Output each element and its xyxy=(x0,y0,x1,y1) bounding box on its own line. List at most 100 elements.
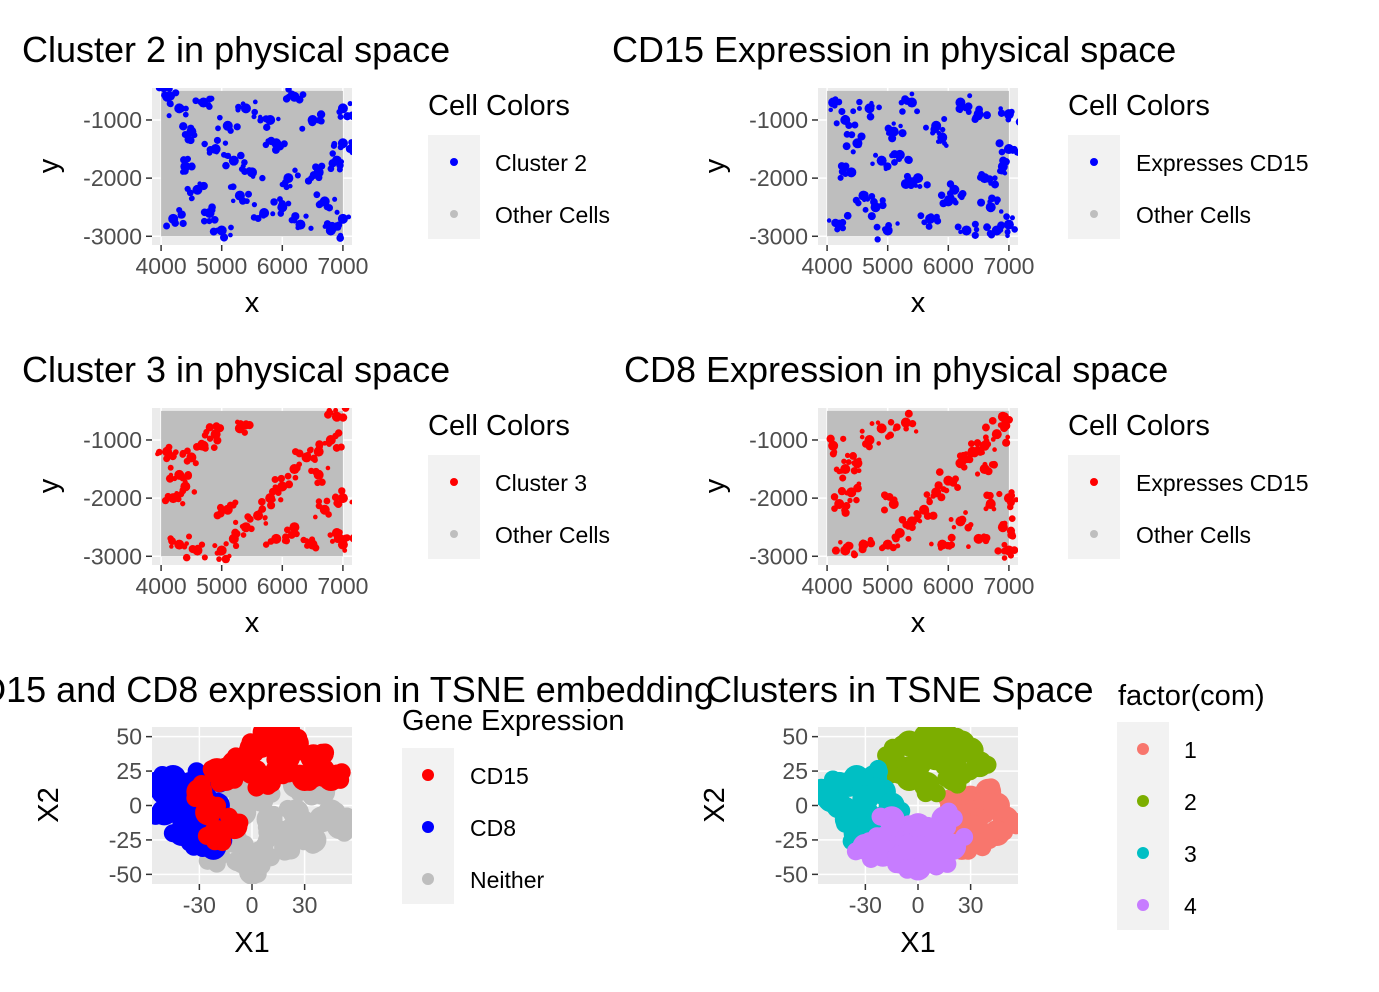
series-1-point-25-cell-2 xyxy=(877,423,884,431)
series-2-point-13-cell-2 xyxy=(856,788,875,807)
series-1-point-13-cell-1 xyxy=(949,478,958,487)
series-1-point-21-cell-4 xyxy=(318,162,326,170)
series-1-point-11-cell-2 xyxy=(954,766,973,785)
legend: Cell Colors Expresses CD15 Other Cells xyxy=(1068,410,1309,559)
series-1-point-19-cell-1 xyxy=(923,124,929,131)
series-1-point-13-cell-4 xyxy=(316,200,325,208)
series-1-point-28-cell-4 xyxy=(986,229,994,238)
chart-title: Clusters in TSNE Space xyxy=(706,669,1094,710)
legend-key-1 xyxy=(1137,795,1149,807)
series-1-point-2-cell-3 xyxy=(841,508,850,517)
series-1-point-2-cell-4 xyxy=(842,502,851,510)
series-1-point-10-cell-2 xyxy=(232,519,239,526)
series-1-point-1-cell-4 xyxy=(851,121,859,129)
series-1-point-18-cell-3 xyxy=(986,491,994,500)
series-1-point-16-cell-3 xyxy=(310,454,318,463)
series-1-point-9-cell-2 xyxy=(223,541,229,547)
x-tick-label-0: 4000 xyxy=(136,253,187,279)
series-1-point-17-cell-0 xyxy=(1005,434,1011,440)
y-tick-label-0: -1000 xyxy=(749,427,808,453)
series-3-point-9-cell-2 xyxy=(872,836,891,855)
series-1-point-23-cell-3 xyxy=(349,148,352,156)
series-1-point-15-cell-4 xyxy=(963,451,969,456)
series-3-point-5-cell-1 xyxy=(955,827,974,846)
x-axis-label: x xyxy=(911,607,926,639)
series-1-point-21-cell-4 xyxy=(334,500,343,509)
series-1-point-14-cell-5 xyxy=(998,166,1006,175)
legend-label-0: Expresses CD15 xyxy=(1136,470,1309,496)
series-1-point-24-cell-4 xyxy=(1015,118,1018,126)
x-tick-label-1: 0 xyxy=(912,892,925,918)
series-1-point-8-cell-2 xyxy=(927,213,935,221)
series-1-point-26-cell-4 xyxy=(222,161,230,170)
series-1-point-2-cell-0 xyxy=(187,124,195,132)
series-1-point-1-cell-3 xyxy=(166,113,172,119)
series-1-point-7-cell-3 xyxy=(915,174,924,183)
series-1-point-3-cell-4 xyxy=(192,460,199,467)
series-1-point-1-cell-3 xyxy=(850,467,859,475)
series-1-point-11-cell-3 xyxy=(291,212,300,221)
series-1-point-0-cell-5 xyxy=(155,88,164,92)
series-1-point-15-cell-4 xyxy=(177,210,186,219)
series-1-point-22-cell-1 xyxy=(1004,228,1011,236)
series-1-point-24-cell-3 xyxy=(292,523,298,529)
series-1-point-28-cell-5 xyxy=(1005,233,1010,239)
series-1-point-18-cell-1 xyxy=(899,108,906,115)
series-1-point-21-cell-1 xyxy=(985,175,994,184)
series-1-point-2-cell-3 xyxy=(191,132,198,139)
legend-key-1 xyxy=(1090,530,1098,538)
series-1-point-24-cell-1 xyxy=(288,531,294,537)
series-1-point-26-cell-2 xyxy=(896,155,903,163)
panel-tsne-expression: CD15 and CD8 expression in TSNE embeddin… xyxy=(0,669,714,959)
series-1-point-18-cell-0 xyxy=(325,511,332,518)
series-1-point-23-cell-4 xyxy=(275,538,281,544)
series-1-point-8-cell-4 xyxy=(258,212,265,218)
series-0-point-2-cell-2 xyxy=(278,799,297,818)
series-1-point-0-cell-2 xyxy=(826,434,835,443)
series-1-point-5-cell-0 xyxy=(217,114,223,121)
x-tick-label-2: 6000 xyxy=(923,253,974,279)
series-1-point-26-cell-1 xyxy=(913,429,919,434)
series-1-point-0-cell-5 xyxy=(832,96,839,103)
series-1-point-17-cell-4 xyxy=(981,423,990,432)
series-1-point-20-cell-2 xyxy=(295,95,304,104)
series-1-point-4-cell-5 xyxy=(853,496,860,504)
series-1-point-20-cell-2 xyxy=(334,536,341,544)
series-1-point-26-cell-3 xyxy=(891,158,898,166)
series-1-point-12-cell-0 xyxy=(278,497,284,503)
series-1-point-13-cell-4 xyxy=(934,481,943,490)
series-1-point-25-cell-5 xyxy=(842,162,850,170)
series-1-point-11-cell-5 xyxy=(258,505,267,513)
series-1-point-25-cell-5 xyxy=(884,433,891,440)
y-axis-label: y xyxy=(699,158,731,173)
x-tick-label-1: 5000 xyxy=(196,253,247,279)
series-1-point-18-cell-4 xyxy=(315,498,323,505)
y-tick-label-1: -2000 xyxy=(749,485,808,511)
series-1-point-6-cell-3 xyxy=(198,541,206,548)
series-1-point-12-cell-1 xyxy=(258,498,266,506)
series-1-point-25-cell-3 xyxy=(842,171,849,177)
series-1-point-13-cell-5 xyxy=(935,468,944,476)
series-1-point-5-cell-2 xyxy=(888,134,897,143)
series-1-point-18-cell-2 xyxy=(252,99,258,105)
series-1-point-2-cell-5 xyxy=(842,142,851,151)
series-1-point-22-cell-5 xyxy=(304,542,311,549)
y-tick-label-2: -3000 xyxy=(749,543,808,569)
series-1-point-17-cell-4 xyxy=(209,227,218,236)
x-tick-label-0: 4000 xyxy=(802,573,853,599)
series-1-point-8-cell-5 xyxy=(250,214,258,221)
x-tick-label-0: -30 xyxy=(183,892,216,918)
legend-label-1: CD8 xyxy=(470,815,516,841)
series-1-point-2-cell-1 xyxy=(831,505,838,512)
series-1-point-16-cell-0 xyxy=(322,440,328,446)
series-1-point-2-cell-5 xyxy=(830,493,839,501)
series-1-point-1-cell-5 xyxy=(838,108,846,116)
legend-key-0 xyxy=(450,158,458,166)
series-1-point-2-cell-4 xyxy=(179,122,188,131)
series-1-point-25-cell-4 xyxy=(212,422,221,431)
series-1-point-0-cell-0 xyxy=(166,88,173,93)
series-1-point-8-cell-3 xyxy=(917,212,925,220)
series-1-point-7-cell-2 xyxy=(169,544,174,549)
y-tick-label-0: -1000 xyxy=(749,107,808,133)
